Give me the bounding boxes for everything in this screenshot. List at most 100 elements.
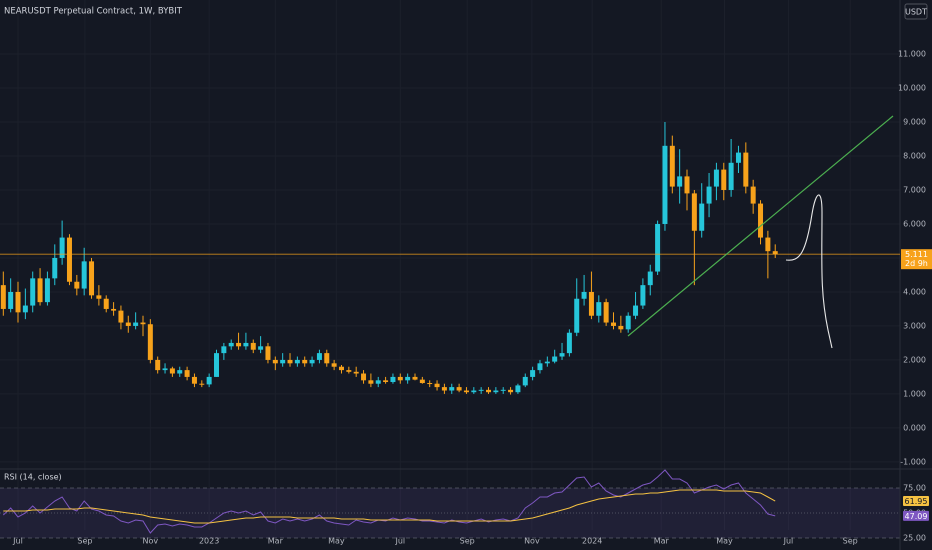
candle-body: [383, 380, 389, 383]
y-tick-label: 1.000: [903, 389, 926, 398]
x-tick-label: Mar: [268, 537, 284, 546]
candle-body: [375, 380, 381, 384]
candle-body: [177, 370, 183, 374]
candle-body: [522, 376, 528, 386]
candle-body: [449, 387, 455, 391]
candle-body: [368, 380, 374, 384]
grid: [0, 487, 900, 539]
candle-body: [52, 257, 58, 279]
candle-body: [706, 186, 712, 204]
candle-body: [8, 291, 14, 309]
rsi-tick-label: 25.00: [903, 534, 926, 543]
chart-title: NEARUSDT Perpetual Contract, 1W, BYBIT: [4, 7, 183, 17]
candle-body: [280, 359, 286, 364]
currency-badge[interactable]: [904, 3, 928, 20]
candle-body: [346, 370, 352, 372]
rsi-badge: [903, 496, 929, 507]
candle-body: [544, 361, 550, 364]
x-tick-label: Nov: [524, 537, 540, 546]
candle-body: [250, 342, 256, 350]
candle-body: [647, 271, 653, 286]
x-tick-label: Sep: [460, 537, 475, 546]
candle-body: [662, 145, 668, 224]
candle-body: [0, 285, 6, 309]
last-price-badge: [901, 249, 932, 270]
candle-body: [199, 383, 205, 385]
rsi-tick-label: 75.00: [903, 484, 926, 493]
candle-body: [353, 371, 359, 374]
candle-body: [81, 261, 87, 289]
candle-body: [118, 310, 124, 323]
candle-body: [500, 389, 506, 391]
candle-body: [111, 308, 117, 311]
candle-body: [316, 353, 322, 360]
candle-body: [397, 376, 403, 381]
candle-body: [588, 291, 594, 316]
y-tick-label: 3.000: [903, 321, 926, 330]
candle-body: [206, 376, 212, 385]
candle-body: [221, 346, 227, 354]
candle-body: [735, 152, 741, 163]
candle-body: [184, 370, 190, 377]
candle-body: [30, 278, 36, 306]
candle-body: [66, 237, 72, 282]
candle-body: [272, 359, 278, 364]
marks: [0, 122, 900, 534]
candle-body: [294, 359, 300, 364]
candle-body: [721, 169, 727, 190]
candle-body: [486, 389, 492, 393]
candle-body: [669, 145, 675, 187]
candle-body: [419, 379, 425, 384]
candle-body: [713, 169, 719, 187]
candle-body: [596, 302, 602, 316]
candle-body: [508, 389, 514, 393]
candle-body: [478, 389, 484, 391]
candle-body: [390, 376, 396, 383]
candle-body: [441, 387, 447, 391]
candle-body: [750, 186, 756, 204]
candle-body: [243, 342, 249, 347]
x-tick-label: Nov: [143, 537, 159, 546]
candle-body: [633, 305, 639, 316]
candle-body: [691, 193, 697, 231]
candle-body: [96, 295, 102, 299]
candle-body: [493, 390, 499, 393]
candle-body: [169, 368, 175, 374]
candle-body: [338, 366, 344, 371]
candle-body: [59, 237, 65, 258]
y-tick-label: 9.000: [903, 118, 926, 127]
candle-body: [471, 390, 477, 393]
y-tick-label: 4.000: [903, 287, 926, 296]
drawn-path: [785, 194, 833, 349]
candle-body: [758, 203, 764, 238]
candle-body: [552, 356, 558, 362]
candle-body: [684, 176, 690, 194]
rsi-badge-label: 61.95: [905, 497, 928, 506]
candle-body: [581, 291, 587, 299]
candle-body: [125, 322, 131, 326]
axes: -1.0000.0001.0002.0003.0004.0005.0006.00…: [12, 50, 932, 546]
rsi-badge: [903, 510, 929, 521]
candle-body: [412, 376, 418, 380]
candle-body: [228, 342, 234, 347]
x-tick-label: May: [716, 537, 733, 546]
candle-body: [265, 346, 271, 360]
candle-body: [566, 332, 572, 354]
candle-body: [530, 370, 536, 377]
candle-body: [258, 346, 264, 350]
candle-body: [133, 322, 139, 326]
candle-body: [559, 353, 565, 357]
candle-body: [699, 203, 705, 231]
candle-body: [162, 368, 168, 371]
candle-body: [610, 322, 616, 326]
y-tick-label: 2.000: [903, 355, 926, 364]
candle-body: [147, 324, 153, 360]
candle-body: [309, 359, 315, 364]
currency-label[interactable]: USDT: [905, 8, 927, 17]
candle-body: [89, 261, 95, 296]
rsi-badge-label: 47.09: [905, 512, 928, 521]
candle-body: [677, 176, 683, 187]
x-tick-label: Jul: [394, 537, 405, 546]
